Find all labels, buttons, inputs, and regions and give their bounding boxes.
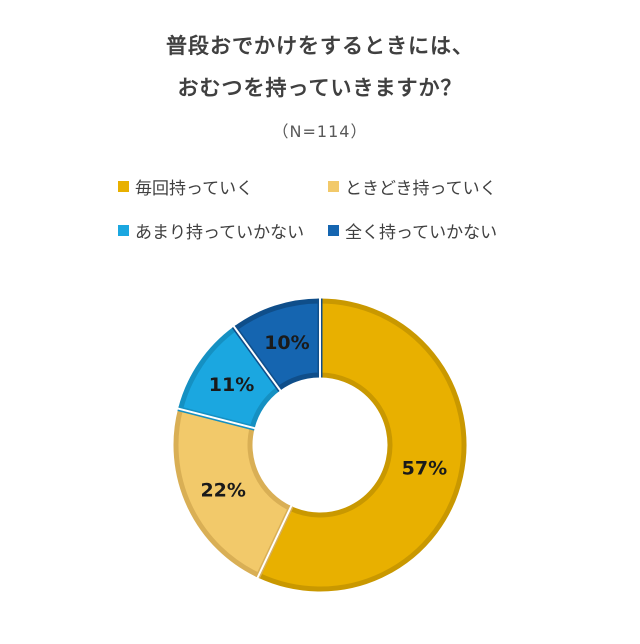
legend-item-sometimes: ときどき持っていく [328, 174, 497, 199]
legend-swatch [328, 225, 339, 236]
slice-separator [232, 325, 282, 392]
legend-label: あまり持っていかない [135, 223, 305, 243]
slice-separator [256, 505, 293, 579]
chart-subtitle: （N=114） [272, 122, 368, 141]
legend-label: 毎回持っていく [135, 179, 254, 199]
data-label-rarely: 11% [209, 374, 254, 396]
data-label-sometimes: 22% [200, 480, 245, 502]
data-label-every-time: 57% [402, 457, 447, 479]
data-label-never: 10% [264, 332, 309, 354]
legend-item-rarely: あまり持っていかない [118, 218, 304, 243]
legend-item-never: 全く持っていかない [328, 218, 497, 243]
legend-swatch [328, 181, 339, 192]
legend-swatch [118, 181, 129, 192]
slice-separator [177, 407, 256, 430]
slice-sometimes [173, 406, 294, 579]
chart-title-line-1: 普段おでかけをするときには、 [166, 34, 474, 58]
legend-item-every-time: 毎回持っていく [118, 174, 253, 199]
legend-label: ときどき持っていく [345, 179, 497, 199]
chart-title-line-2: おむつを持っていきますか？ [177, 76, 463, 100]
legend-swatch [118, 225, 129, 236]
slice-every-time [255, 298, 467, 592]
legend-label: 全く持っていかない [345, 223, 498, 243]
